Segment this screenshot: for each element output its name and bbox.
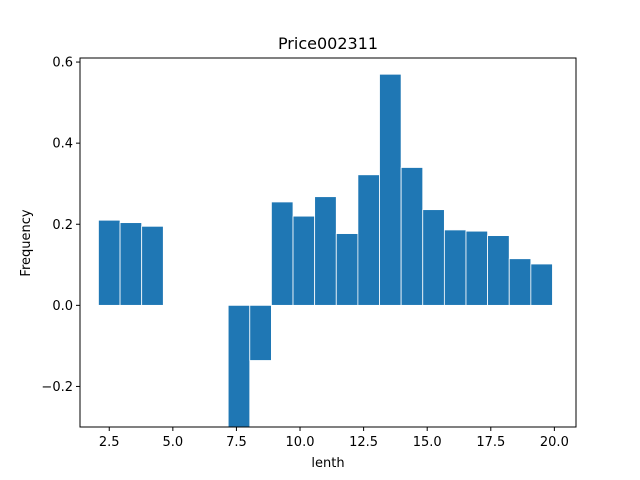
x-tick-label: 17.5 — [476, 435, 505, 450]
bar — [292, 215, 316, 306]
bar — [487, 235, 510, 306]
bar — [422, 209, 445, 306]
y-tick-label: 0.6 — [52, 56, 73, 71]
y-tick-label: −0.2 — [41, 380, 73, 395]
bar — [98, 219, 121, 306]
x-tick-label: 15.0 — [413, 435, 442, 450]
bar — [357, 174, 380, 306]
bar — [249, 304, 272, 361]
bar — [314, 196, 337, 306]
bar — [400, 167, 424, 306]
bar — [465, 230, 489, 306]
x-axis-label: lenth — [311, 456, 344, 471]
bar — [508, 258, 532, 306]
y-axis-label: Frequency — [19, 209, 34, 276]
x-tick-label: 12.5 — [349, 435, 378, 450]
y-tick-label: 0.0 — [52, 299, 73, 314]
bar — [141, 225, 164, 306]
bar — [530, 263, 553, 306]
y-axis: −0.2 0.0 0.2 0.4 0.6 — [41, 56, 80, 395]
bar — [227, 304, 251, 428]
plot-frame — [79, 57, 577, 428]
bar — [119, 222, 143, 306]
chart-title: Price002311 — [278, 34, 378, 53]
y-tick-label: 0.4 — [52, 137, 73, 152]
x-axis: 2.5 5.0 7.5 10.0 12.5 15.0 17.5 20.0 — [99, 427, 569, 450]
y-tick-label: 0.2 — [52, 218, 73, 233]
bars-group — [98, 73, 553, 428]
x-tick-label: 5.0 — [162, 435, 183, 450]
bar — [271, 201, 294, 306]
x-tick-label: 20.0 — [540, 435, 569, 450]
bar — [335, 233, 359, 306]
x-tick-label: 7.5 — [226, 435, 247, 450]
x-tick-label: 10.0 — [286, 435, 315, 450]
bar — [379, 73, 402, 306]
bar — [443, 229, 467, 306]
x-tick-label: 2.5 — [99, 435, 120, 450]
